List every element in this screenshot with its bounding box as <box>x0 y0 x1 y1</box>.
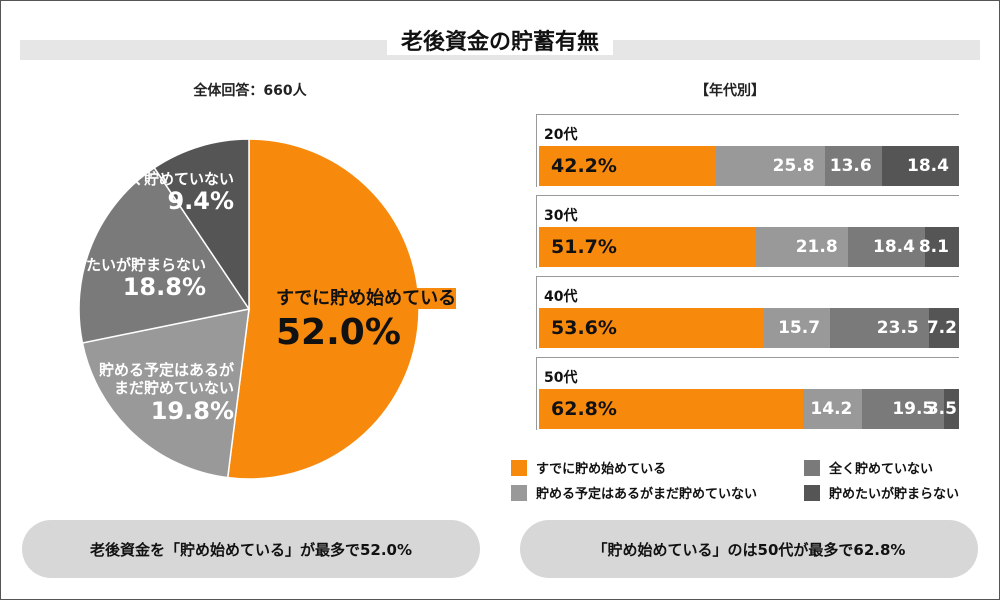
bar-data-label: 42.2% <box>551 155 617 177</box>
pie-subtitle: 全体回答：660人 <box>193 83 307 99</box>
pie-label-already: すでに貯め始めている 52.0% <box>276 284 457 353</box>
summary-right: 「貯め始めている」のは50代が最多で62.8% <box>520 520 978 578</box>
legend-label-already: すでに貯め始めている <box>536 462 667 477</box>
bar-data-label: 15.7 <box>778 318 821 338</box>
pie-chart <box>78 138 420 480</box>
legend-label-planned: 貯める予定はあるがまだ貯めていない <box>536 487 758 502</box>
bar-segment: 23.5 <box>830 308 929 348</box>
bar-data-label: 23.5 <box>876 318 919 338</box>
bar-data-label: 18.4 <box>907 156 949 176</box>
pie-label-none-text: 全く貯めていない <box>113 170 234 188</box>
bar-segment: 13.6 <box>824 146 882 186</box>
bar-data-label: 25.8 <box>772 156 815 176</box>
pie-slice-cannot <box>78 166 251 344</box>
pie-slice-planned <box>81 308 250 479</box>
pie-value-cannot: 18.8% <box>122 273 206 302</box>
legend-label-cannot: 貯めたいが貯まらない <box>829 487 960 502</box>
summary-left: 老後資金を「貯め始めている」が最多で52.0% <box>22 520 480 578</box>
bar-group-border <box>536 114 959 187</box>
bar-row: 51.7% 21.8 18.4 8.1 <box>539 227 959 267</box>
bar-segment: 18.4 <box>881 146 959 186</box>
bar-data-label: 14.2 <box>810 399 853 419</box>
bar-segment: 25.8 <box>716 146 825 186</box>
bar-group-border <box>536 357 959 430</box>
chart-title-text: 老後資金の貯蓄有無 <box>386 30 613 55</box>
bar-data-label: 53.6% <box>551 317 617 339</box>
pie-label-planned-line2: まだ貯めていない <box>113 379 234 398</box>
bar-segment: 14.2 <box>802 389 863 429</box>
bar-group-border <box>536 195 959 268</box>
bar-subtitle: 【年代別】 <box>695 83 765 99</box>
legend-item-already: すでに貯め始めている <box>511 458 666 477</box>
bar-category-label: 30代 <box>544 208 578 224</box>
pie-label-planned: 貯める予定はあるが まだ貯めていない 19.8% <box>99 361 234 425</box>
legend-item-none: 全く貯めていない <box>804 458 933 477</box>
pie-slice-already <box>226 138 420 480</box>
bar-row: 53.6% 15.7 23.5 7.2 <box>539 308 959 348</box>
bar-segment: 3.5 <box>927 389 959 429</box>
bar-segment: 18.4 <box>847 227 925 267</box>
legend-swatch-already <box>511 459 527 476</box>
legend-swatch-planned <box>511 484 527 501</box>
bar-data-label: 21.8 <box>795 237 838 257</box>
bar-segment: 62.8% <box>539 389 803 429</box>
legend-swatch-none <box>804 459 820 476</box>
bar-data-label: 13.6 <box>829 156 872 176</box>
bar-data-label: 7.2 <box>926 318 957 338</box>
bar-segment: 42.2% <box>539 146 717 186</box>
pie-label-cannot: 貯めたいが貯まらない 18.8% <box>56 256 206 302</box>
pie-slice-none <box>153 138 250 312</box>
bar-data-label: 51.7% <box>551 236 617 258</box>
bar-category-label: 40代 <box>544 289 578 305</box>
bar-segment: 7.2 <box>926 308 959 348</box>
pie-value-none: 9.4% <box>167 187 234 216</box>
legend-label-none: 全く貯めていない <box>829 462 934 477</box>
bar-data-label: 3.5 <box>926 399 957 419</box>
bar-segment: 21.8 <box>756 227 848 267</box>
pie-label-planned-line1: 貯める予定はあるが <box>98 361 234 379</box>
bar-row: 62.8% 14.2 19.5 3.5 <box>539 389 959 429</box>
bar-group-border <box>536 276 959 349</box>
pie-value-already: 52.0% <box>276 312 401 353</box>
bar-data-label: 8.1 <box>918 237 949 257</box>
bar-segment: 19.5 <box>862 389 945 429</box>
bar-segment: 53.6% <box>539 308 765 348</box>
bar-segment: 51.7% <box>539 227 757 267</box>
legend-item-planned: 貯める予定はあるがまだ貯めていない <box>511 483 757 502</box>
pie-value-planned: 19.8% <box>150 396 234 425</box>
bar-category-label: 50代 <box>544 370 578 386</box>
bar-segment: 8.1 <box>919 227 959 267</box>
bar-data-label: 19.5 <box>892 399 935 419</box>
pie-label-none: 全く貯めていない 9.4% <box>114 170 234 216</box>
legend-item-cannot: 貯めたいが貯まらない <box>804 483 959 502</box>
legend-swatch-cannot <box>804 484 820 501</box>
bar-data-label: 62.8% <box>551 398 617 420</box>
pie-label-already-text: すでに貯め始めている <box>276 288 457 309</box>
bar-row: 42.2% 25.8 13.6 18.4 <box>539 146 959 186</box>
chart-title: 老後資金の貯蓄有無 <box>0 24 1000 56</box>
bar-segment: 15.7 <box>764 308 831 348</box>
pie-label-cannot-text: 貯めたいが貯まらない <box>55 256 206 274</box>
bar-category-label: 20代 <box>544 127 578 143</box>
bar-data-label: 18.4 <box>872 237 915 257</box>
